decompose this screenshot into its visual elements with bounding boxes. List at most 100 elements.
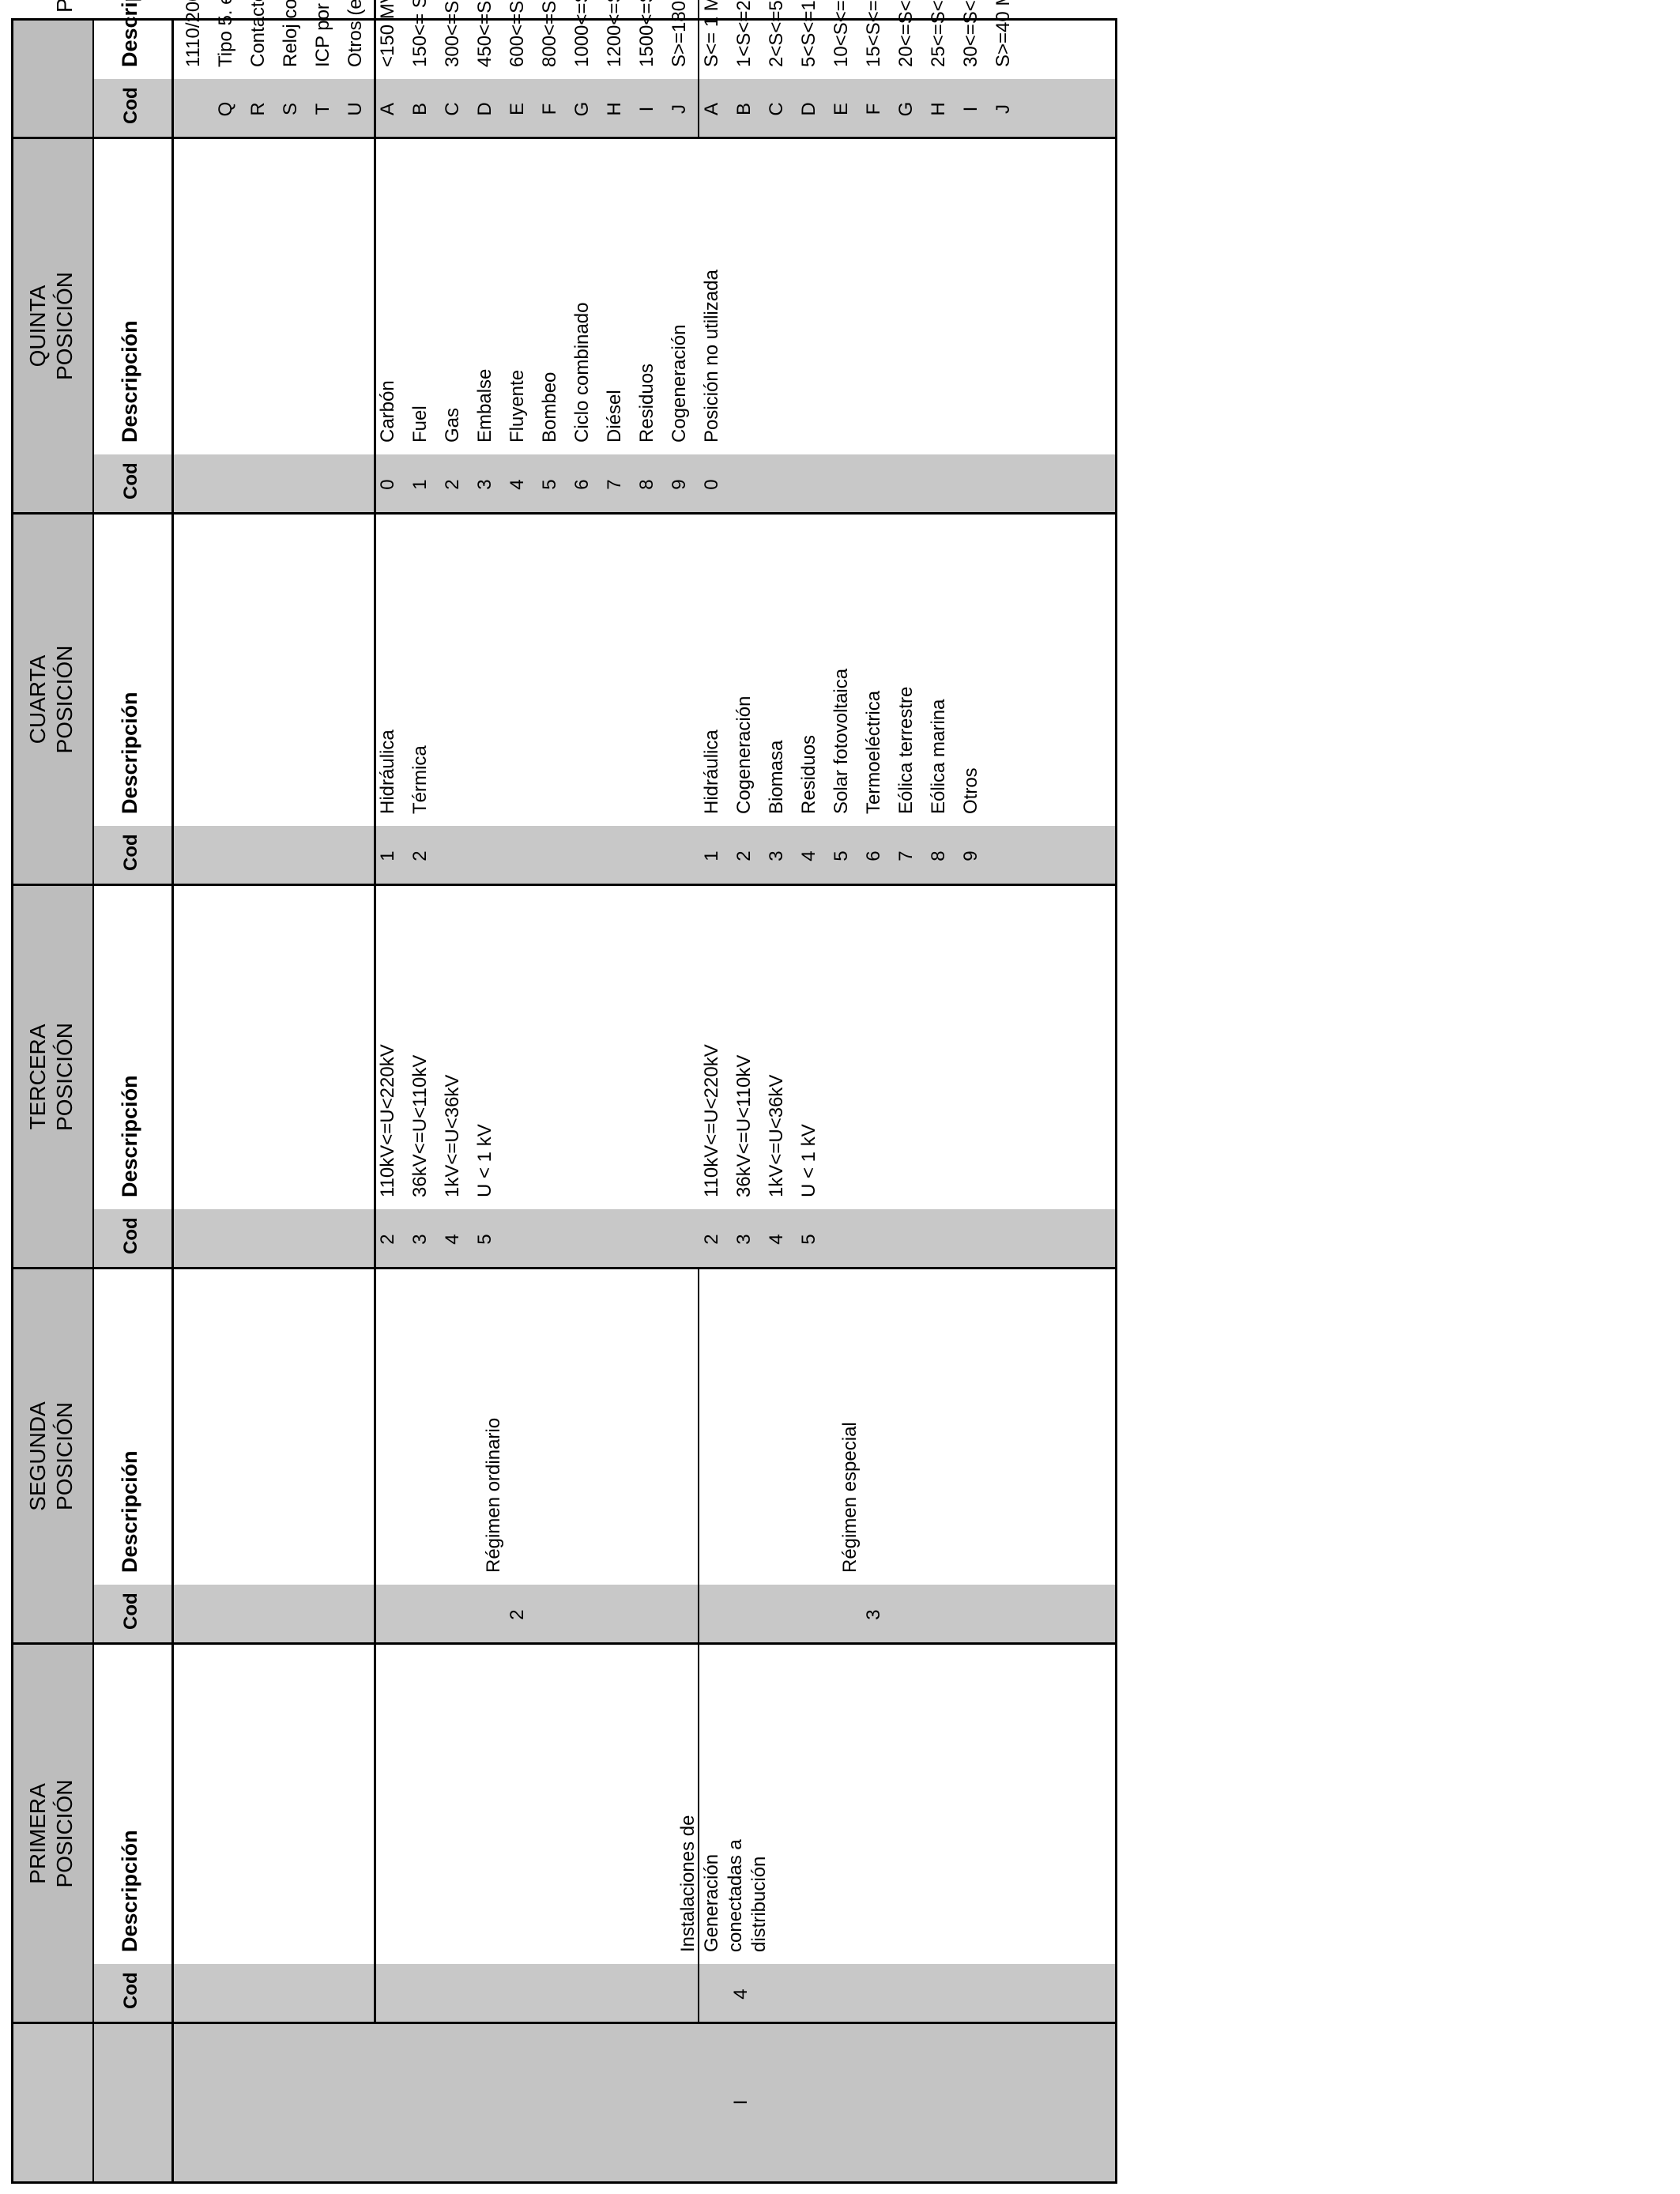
row-code: 8 (928, 850, 949, 861)
column-position: POSICIÓN (52, 272, 77, 380)
row-description: 110kV<=U<220kV (377, 1044, 398, 1197)
row-code: 2 (409, 850, 431, 861)
row-description: Residuos (636, 363, 657, 443)
column-position: POSICIÓN (52, 1023, 77, 1131)
row-description: 1kV<=U<36kV (442, 1074, 463, 1197)
row-code: 4 (798, 850, 819, 861)
row-code: G (571, 101, 593, 117)
sub-header-description: Descripción (118, 692, 141, 814)
first-col-code: I (730, 2099, 751, 2105)
row-description: 1000<=S<1200 MVA (571, 0, 593, 67)
row-code: 7 (604, 479, 625, 490)
sub-header-cod: Cod (120, 1972, 141, 2009)
sexta-special-top (698, 0, 699, 138)
row-description: ICP por polo (312, 0, 333, 67)
row-code: S (280, 103, 301, 116)
cod-column-band (92, 1585, 1115, 1644)
row-code: 7 (895, 850, 917, 861)
row-description: Solar fotovoltaica (831, 668, 852, 814)
row-code: 8 (636, 479, 657, 490)
sub-header-cod: Cod (120, 834, 141, 871)
column-header-ordinal: TERCERA POSICIÓN (24, 909, 78, 1245)
row-code: D (474, 102, 495, 116)
group-divider (13, 2022, 1115, 2024)
row-description: Fuel (409, 405, 431, 443)
segunda-code: 3 (863, 1609, 884, 1620)
row-code: 1 (409, 479, 431, 490)
row-code: T (312, 103, 333, 115)
row-description: 5<S<=10 MVA (798, 0, 819, 67)
sub-header-description: Descripción (118, 1075, 141, 1197)
row-description: 1<S<=2 MVA (733, 0, 755, 67)
row-description: Hidráulica (701, 729, 722, 814)
row-code: E (831, 103, 852, 116)
row-description: Fluyente (507, 369, 528, 443)
row-description: Eólica marina (928, 699, 949, 814)
group-divider (13, 137, 1115, 139)
row-code: 2 (377, 1234, 398, 1245)
sub-header-description: Descripción (118, 1450, 141, 1573)
row-code: A (701, 103, 722, 116)
row-code: 2 (442, 479, 463, 490)
row-code: 4 (507, 479, 528, 490)
row-description: Posición no utilizada (701, 270, 722, 443)
row-code: I (960, 106, 981, 112)
row-code: 3 (733, 1234, 755, 1245)
row-description: 2<S<=5 MVA (766, 0, 787, 67)
row-description: Eólica terrestre (895, 686, 917, 814)
group-divider (13, 512, 1115, 515)
row-code: Q (215, 101, 236, 117)
row-description: 25<=S<30 MVA (928, 0, 949, 67)
column-ordinal: PRIMERA (25, 1783, 50, 1884)
row-description: U < 1 kV (798, 1124, 819, 1197)
row-code: H (604, 102, 625, 116)
column-position: POSICIÓN (52, 1779, 77, 1888)
row-code: 9 (960, 850, 981, 861)
column-ordinal: TERCERA (25, 1023, 50, 1130)
row-code: 0 (377, 479, 398, 490)
row-code: D (798, 102, 819, 116)
segunda-description: Régimen ordinario (483, 1417, 504, 1573)
primera-code: 4 (730, 1989, 751, 2000)
sub-header-description: Descripción (118, 320, 141, 443)
row-code: B (409, 103, 431, 116)
row-description: Hidráulica (377, 729, 398, 814)
row-code: C (442, 102, 463, 116)
header-divider (92, 21, 94, 2181)
row-description: S>=40 MVA (993, 0, 1014, 67)
row-description: 1110/2007 (183, 0, 204, 67)
row-description: 20<=S<25 MVA (895, 0, 917, 67)
row-description: Gas (442, 407, 463, 443)
row-description: Térmica (409, 745, 431, 814)
code-table: PRIMERA POSICIÓN Cod Descripción SEGUNDA POSI… (11, 0, 1117, 2184)
row-code: I (636, 106, 657, 112)
sub-header-cod: Cod (120, 87, 141, 124)
segunda-code: 2 (507, 1609, 528, 1620)
row-description: 150<= S<300 MVA (409, 0, 431, 67)
row-description: Otros (960, 767, 981, 814)
row-description: S<= 1 MVA (701, 0, 722, 67)
group-divider (13, 1642, 1115, 1645)
row-description: 36kV<=U<110kV (733, 1054, 755, 1197)
row-code: 4 (442, 1234, 463, 1245)
column-header-ordinal: QUINTA POSICIÓN (24, 162, 78, 490)
row-code: 3 (474, 479, 495, 490)
row-code: G (895, 101, 917, 117)
row-description: 800<=S<1000 MVA (539, 0, 561, 67)
row-description: Bombeo (539, 371, 560, 443)
row-description: 1200<=S<1500 MVA (604, 0, 626, 67)
row-description: 110kV<=U<220kV (701, 1044, 722, 1197)
column-ordinal: QUINTA (25, 285, 50, 368)
row-code: 2 (733, 850, 755, 861)
row-description: Tipo 5. electrónico trifásico según RD 1… (215, 0, 237, 67)
row-description: 10<S<=15 MVA (831, 0, 852, 67)
row-description: 450<=S<600 MVA (474, 0, 496, 67)
row-description: <150 MVA (377, 0, 398, 67)
row-description: S>=1800 MVA (669, 0, 690, 67)
cod-column-band (92, 1209, 1115, 1269)
row-code: F (539, 103, 560, 115)
row-code: 9 (669, 479, 690, 490)
row-code: 4 (766, 1234, 787, 1245)
group-divider (13, 884, 1115, 886)
